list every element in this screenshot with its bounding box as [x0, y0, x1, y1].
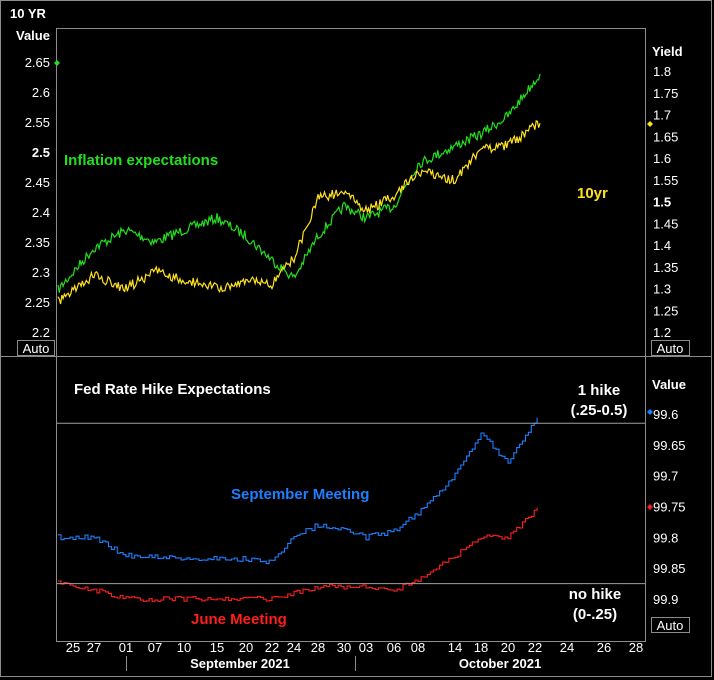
x-tick-label: 07 [148, 640, 162, 655]
right-tick-label: 1.65 [653, 129, 678, 144]
june-label: June Meeting [191, 611, 287, 628]
series-inflation-expectations [57, 73, 541, 293]
right-tick-label: 1.55 [653, 173, 678, 188]
x-tick-label: 24 [287, 640, 301, 655]
x-tick-label: 10 [177, 640, 191, 655]
x-tick-label: 26 [597, 640, 611, 655]
right-tick-label: 1.5 [653, 195, 671, 210]
series-september-meeting [58, 417, 538, 565]
right-tick-label: 1.2 [653, 325, 671, 340]
left-axis-label: Value [16, 28, 50, 43]
series-june-meeting [58, 507, 538, 602]
inflation-label: Inflation expectations [64, 152, 218, 169]
x-tick-label: 06 [387, 640, 401, 655]
right-tick-label: 1.45 [653, 216, 678, 231]
bottom-right-tick-label: 99.7 [653, 469, 678, 484]
bottom-right-tick-label: 99.6 [653, 407, 678, 422]
x-tick-label: 25 [66, 640, 80, 655]
panel-title: 10 YR [10, 6, 47, 21]
x-tick-label: 22 [528, 640, 542, 655]
right-tick-label: 1.4 [653, 238, 671, 253]
x-tick-label: 18 [474, 640, 488, 655]
bottom-right-tick-labels: 99.6 99.65 99.7 99.75 99.8 99.85 99.9 [653, 407, 686, 607]
bottom-panel-title: Fed Rate Hike Expectations [74, 381, 271, 398]
no-hike-label-2: (0-.25) [573, 606, 617, 623]
left-tick-label: 2.2 [32, 325, 50, 340]
right-tick-label: 1.25 [653, 303, 678, 318]
auto-left-button[interactable]: Auto [17, 340, 55, 357]
bottom-right-tick-label: 99.65 [653, 438, 686, 453]
left-tick-label: 2.5 [32, 145, 50, 160]
one-hike-label-2: (.25-0.5) [571, 402, 628, 419]
x-tick-label: 08 [411, 640, 425, 655]
auto-bottom-button[interactable]: Auto [651, 617, 690, 634]
auto-right-button[interactable]: Auto [651, 340, 690, 357]
x-tick-labels: 25 27 01 07 10 15 20 22 24 28 30 03 06 08 14 18 20 22 24 26… [66, 640, 643, 655]
x-tick-label: 27 [87, 640, 101, 655]
bottom-right-tick-label: 99.75 [653, 500, 686, 515]
right-tick-label: 1.35 [653, 260, 678, 275]
left-tick-label: 2.25 [25, 295, 50, 310]
right-axis-label: Yield [652, 44, 683, 59]
no-hike-label-1: no hike [569, 586, 622, 603]
september-last-marker [647, 409, 653, 415]
month-label-september: September 2021 [190, 656, 290, 671]
left-tick-labels: 2.65 2.6 2.55 2.5 2.45 2.4 2.35 2.3 2.25 2.2 [25, 55, 50, 340]
bottom-right-axis-label: Value [652, 377, 686, 392]
x-tick-label: 03 [359, 640, 373, 655]
left-tick-label: 2.45 [25, 175, 50, 190]
right-tick-label: 1.8 [653, 64, 671, 79]
x-tick-label: 01 [119, 640, 133, 655]
bottom-right-tick-label: 99.8 [653, 530, 678, 545]
bottom-right-tick-label: 99.9 [653, 592, 678, 607]
series-10yr [57, 120, 541, 305]
x-tick-label: 15 [210, 640, 224, 655]
x-tick-label: 28 [311, 640, 325, 655]
x-tick-label: 30 [337, 640, 351, 655]
auto-left-label: Auto [23, 341, 50, 356]
september-label: September Meeting [231, 486, 369, 503]
x-tick-label: 20 [501, 640, 515, 655]
x-tick-label: 22 [265, 640, 279, 655]
tenyr-label: 10yr [577, 185, 608, 202]
x-tick-label: 20 [239, 640, 253, 655]
right-tick-label: 1.6 [653, 151, 671, 166]
inflation-last-marker [54, 60, 60, 66]
right-tick-labels: 1.8 1.75 1.7 1.65 1.6 1.55 1.5 1.45 1.4 1.35 1.3 1.… [653, 64, 678, 340]
tenyr-last-marker [647, 121, 653, 127]
bottom-right-tick-label: 99.85 [653, 561, 686, 576]
x-tick-label: 14 [448, 640, 462, 655]
auto-bottom-label: Auto [657, 618, 684, 633]
right-tick-label: 1.3 [653, 282, 671, 297]
left-tick-label: 2.3 [32, 265, 50, 280]
left-tick-label: 2.6 [32, 85, 50, 100]
month-label-october: October 2021 [459, 656, 541, 671]
x-tick-label: 24 [560, 640, 574, 655]
left-tick-label: 2.4 [32, 205, 50, 220]
june-last-marker [647, 504, 653, 510]
left-tick-label: 2.35 [25, 235, 50, 250]
right-tick-label: 1.7 [653, 108, 671, 123]
left-tick-label: 2.65 [25, 55, 50, 70]
left-tick-label: 2.55 [25, 115, 50, 130]
x-tick-label: 28 [629, 640, 643, 655]
auto-right-label: Auto [657, 341, 684, 356]
one-hike-label-1: 1 hike [578, 382, 621, 399]
right-tick-label: 1.75 [653, 86, 678, 101]
